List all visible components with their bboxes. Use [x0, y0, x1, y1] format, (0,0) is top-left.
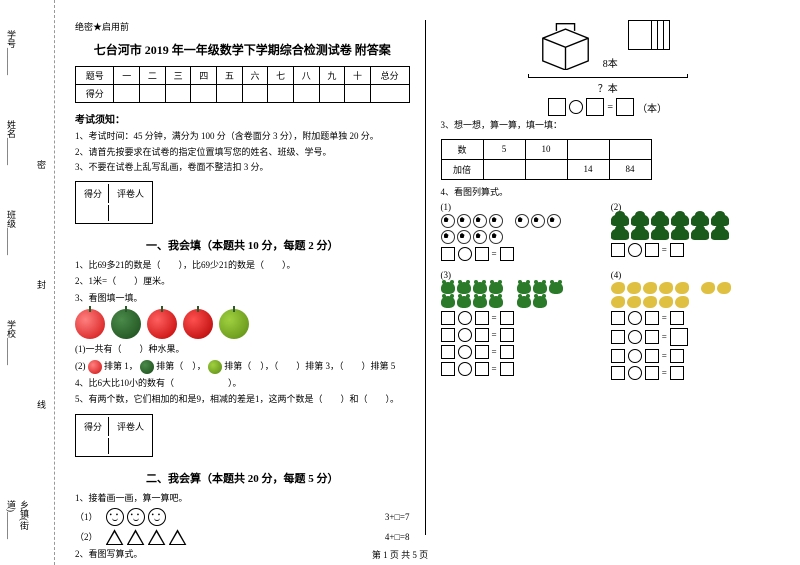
table-row: 得分	[76, 85, 410, 103]
question: 2、1米=（ ）厘米。	[75, 275, 410, 289]
equation-row: = （本）	[441, 98, 776, 116]
tomato-icon	[88, 360, 102, 374]
books-stack-icon	[628, 20, 678, 70]
question-label: ？本	[528, 80, 688, 95]
problem-2: (2) =	[611, 202, 775, 264]
watermelon-icon	[140, 360, 154, 374]
margin-town: 乡镇(街道)______	[5, 500, 31, 565]
fruit-row	[75, 309, 410, 339]
notice-item: 3、不要在试卷上乱写乱画，卷面不整洁扣 3 分。	[75, 161, 410, 174]
notice-title: 考试须知：	[75, 111, 410, 126]
fold-mark-1: 密	[35, 160, 48, 169]
margin-student-id: 学号______	[5, 30, 18, 75]
left-column: 绝密★启用前 七台河市 2019 年一年级数学下学期综合检测试卷 附答案 题号 …	[60, 20, 426, 535]
face-icon	[148, 508, 166, 526]
fold-mark-3: 线	[35, 400, 48, 409]
question: （2） 4+□=8	[75, 529, 410, 545]
margin-class: 班级______	[5, 210, 18, 255]
triangle-icon	[106, 529, 124, 545]
faces-group	[106, 508, 166, 526]
question: 3、看图填一填。	[75, 292, 410, 306]
section-2-title: 二、我会算（本题共 20 分，每题 5 分）	[75, 470, 410, 486]
section-1-title: 一、我会填（本题共 10 分，每题 2 分）	[75, 237, 410, 253]
lime-icon	[208, 360, 222, 374]
question: (1)一共有（ ）种水果。	[75, 343, 410, 357]
face-icon	[127, 508, 145, 526]
watermelon-icon	[111, 309, 141, 339]
pomegranate-icon	[183, 309, 213, 339]
blank-box	[548, 98, 566, 116]
notice-item: 2、请首先按要求在试卷的指定位置填写您的姓名、班级、学号。	[75, 146, 410, 159]
question: (2) 排第 1， 排第（ ）， 排第（ ），（ ）排第 3，（ ）排第 5	[75, 360, 410, 374]
box-3d-icon	[538, 20, 593, 70]
page-footer: 第 1 页 共 5 页	[372, 548, 428, 561]
grader-box: 得分评卷人	[75, 414, 153, 457]
number-table: 数510 加倍1484	[441, 139, 652, 180]
binding-margin: 学号______ 姓名______ 班级______ 学校______ 乡镇(街…	[0, 0, 55, 565]
table-row: 题号 一 二 三 四 五 六 七 八 九 十 总分	[76, 67, 410, 85]
right-column: 8本 ？本 = （本） 3、想一想，算一算，填一填： 数510 加倍1484 4…	[426, 20, 791, 535]
question: 1、比69多21的数是（ ），比69少21的数是（ ）。	[75, 259, 410, 273]
tomato-icon	[75, 309, 105, 339]
question: 5、有两个数，它们相加的和是9，相减的差是1，这两个数是（ ）和（ ）。	[75, 393, 410, 407]
triangle-icon	[127, 529, 145, 545]
brace-group: ？本	[528, 72, 688, 95]
problem-4: (4) = = = =	[611, 270, 775, 383]
operator-circle	[569, 100, 583, 114]
blank-box	[616, 98, 634, 116]
question: 2、看图写算式。	[75, 548, 410, 562]
margin-school: 学校______	[5, 320, 18, 365]
apple-icon	[147, 309, 177, 339]
blank-box	[586, 98, 604, 116]
picture-problems-grid: (1) = (2) = (3) = = = = (4) = = = =	[441, 202, 776, 383]
notice-item: 1、考试时间：45 分钟，满分为 100 分（含卷面分 3 分），附加题单独 2…	[75, 130, 410, 143]
score-table: 题号 一 二 三 四 五 六 七 八 九 十 总分 得分	[75, 66, 410, 103]
lime-icon	[219, 309, 249, 339]
triangle-icon	[169, 529, 187, 545]
exam-title: 七台河市 2019 年一年级数学下学期综合检测试卷 附答案	[75, 41, 410, 58]
box-count: 8本	[603, 55, 618, 70]
question: 1、接着画一画，算一算吧。	[75, 492, 410, 506]
question: （1） 3+□=7	[75, 508, 410, 526]
grader-box: 得分评卷人	[75, 181, 153, 224]
secret-label: 绝密★启用前	[75, 20, 410, 33]
table-row: 加倍1484	[441, 159, 651, 179]
table-row: 数510	[441, 139, 651, 159]
question: 4、看图列算式。	[441, 186, 776, 200]
book-diagram: 8本	[441, 20, 776, 70]
fold-mark-2: 封	[35, 280, 48, 289]
triangle-icon	[148, 529, 166, 545]
margin-name: 姓名______	[5, 120, 18, 165]
question: 4、比6大比10小的数有（ ）。	[75, 377, 410, 391]
face-icon	[106, 508, 124, 526]
problem-3: (3) = = = =	[441, 270, 605, 383]
problem-1: (1) =	[441, 202, 605, 264]
triangles-group	[106, 529, 187, 545]
question: 3、想一想，算一算，填一填：	[441, 119, 776, 133]
